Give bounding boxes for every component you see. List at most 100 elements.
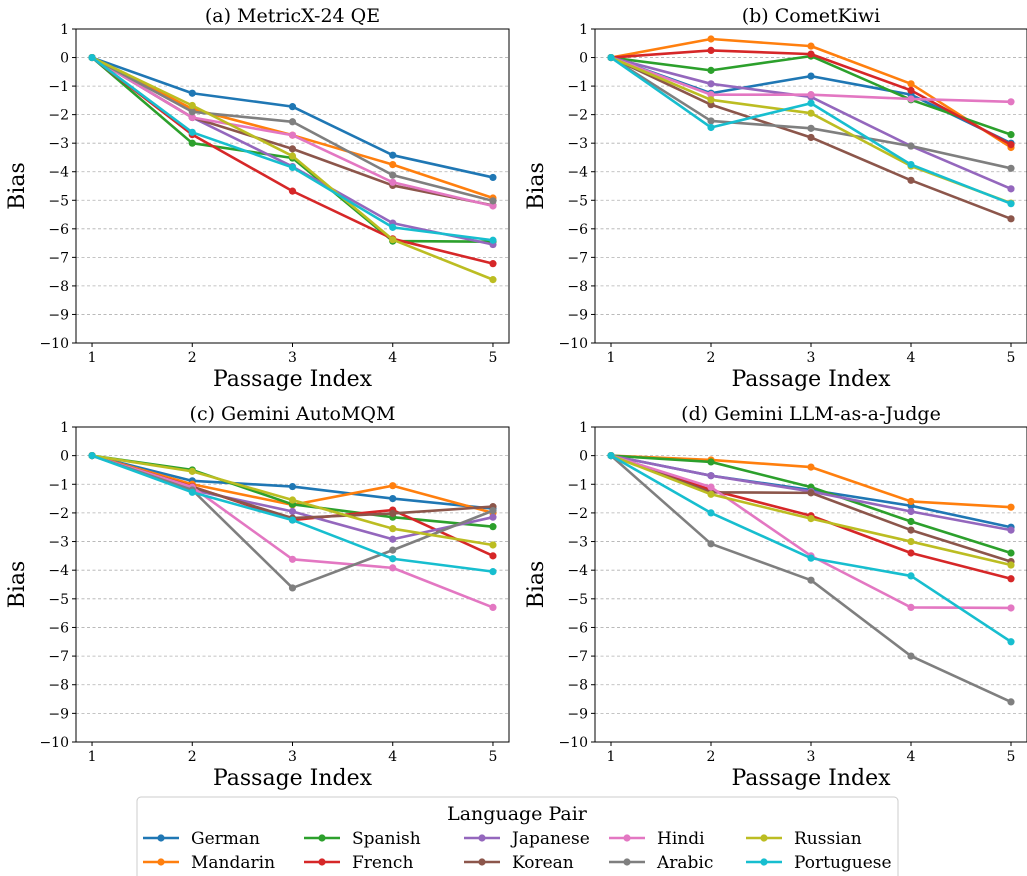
y-tick-label: −8 (567, 678, 588, 694)
legend-label: Mandarin (191, 853, 275, 873)
data-point-arabic (288, 118, 297, 126)
y-tick-label: −8 (567, 279, 588, 295)
y-tick-label: 0 (579, 449, 588, 465)
x-axis-label: Passage Index (731, 367, 891, 392)
data-point-russian (389, 236, 397, 244)
legend-label: Portuguese (794, 853, 892, 873)
y-tick-label: −4 (48, 563, 69, 579)
data-point-hindi (389, 178, 397, 186)
data-point-korean (807, 133, 815, 142)
data-point-russian (288, 496, 297, 504)
y-tick-label: −5 (567, 193, 588, 209)
data-point-arabic (389, 171, 397, 179)
data-point-spanish (489, 523, 497, 531)
data-point-japanese (707, 472, 715, 480)
data-point-german (389, 494, 397, 503)
x-tick-label: 1 (88, 350, 97, 366)
legend-label: Arabic (656, 853, 713, 873)
chart-panel-4: 1 0 −1 −2 −3 −4 −5 −6 −7 −8 −9 −10 1 2 3 4 5 (d) Gemini L… (524, 403, 1027, 791)
x-tick-label: 3 (288, 749, 297, 765)
y-tick-label: −5 (48, 193, 69, 209)
data-point-arabic (288, 584, 297, 592)
data-point-hindi (707, 483, 715, 491)
x-tick-label: 1 (607, 749, 616, 765)
legend: Language Pair German Mandarin Spanish French… (136, 796, 899, 876)
x-tick-label: 4 (907, 749, 916, 765)
data-point-portuguese (607, 53, 615, 62)
data-point-arabic (707, 117, 715, 125)
series-line-mandarin (610, 454, 1012, 509)
data-point-portuguese (188, 488, 196, 496)
x-tick-label: 2 (707, 350, 716, 366)
y-tick-label: 0 (60, 449, 69, 465)
chart-panel-1: 1 0 −1 −2 −3 −4 −5 −6 −7 −8 −9 −10 1 2 3 4 5 (a) MetricX-… (5, 5, 510, 392)
data-point-japanese (288, 507, 297, 516)
data-point-portuguese (489, 568, 497, 576)
y-tick-label: −3 (48, 535, 69, 551)
x-tick-label: 3 (807, 749, 816, 765)
legend-swatch-marker (623, 858, 631, 866)
y-tick-label: −10 (39, 336, 69, 352)
data-point-arabic (489, 507, 497, 515)
y-tick-label: −10 (558, 336, 588, 352)
y-tick-label: −3 (567, 535, 588, 551)
series-line-russian (610, 454, 1012, 567)
data-point-japanese (1007, 185, 1015, 193)
legend-swatch-marker (760, 858, 768, 866)
legend-item-german: German (143, 829, 260, 849)
data-point-russian (489, 541, 497, 549)
data-point-portuguese (489, 236, 497, 244)
data-point-russian (188, 101, 196, 110)
data-point-hindi (489, 202, 497, 210)
legend-label: Russian (794, 829, 862, 849)
data-point-german (807, 72, 815, 80)
data-point-arabic (1007, 164, 1015, 172)
data-point-japanese (389, 535, 397, 543)
data-point-hindi (389, 564, 397, 572)
data-point-hindi (288, 555, 297, 563)
legend-label: German (191, 829, 260, 849)
data-point-russian (807, 109, 815, 117)
data-point-french (807, 50, 815, 58)
y-tick-label: 1 (60, 22, 69, 38)
data-point-arabic (188, 108, 196, 116)
legend-item-portuguese: Portuguese (746, 853, 892, 873)
y-tick-label: 1 (579, 420, 588, 436)
data-point-japanese (707, 80, 715, 88)
legend-label: Japanese (510, 829, 590, 849)
legend-item-arabic: Arabic (609, 853, 713, 873)
data-point-russian (807, 515, 815, 523)
data-point-russian (707, 96, 715, 104)
data-point-mandarin (1007, 503, 1015, 511)
data-point-hindi (1007, 98, 1015, 106)
y-tick-label: −3 (567, 136, 588, 152)
data-point-portuguese (807, 554, 815, 562)
x-tick-label: 2 (188, 749, 197, 765)
legend-swatch-marker (478, 834, 486, 842)
y-tick-label: −4 (48, 165, 69, 181)
legend-swatch-marker (157, 858, 165, 866)
data-point-portuguese (88, 53, 96, 62)
y-tick-label: −6 (567, 620, 588, 636)
y-tick-label: −5 (48, 592, 69, 608)
legend-swatch-marker (760, 834, 768, 842)
data-point-portuguese (1007, 638, 1015, 646)
data-point-russian (1007, 561, 1015, 569)
x-tick-label: 5 (489, 350, 498, 366)
x-tick-label: 5 (1007, 350, 1016, 366)
data-point-german (188, 89, 196, 97)
data-point-korean (288, 145, 297, 153)
data-point-korean (907, 176, 915, 184)
chart-title: (c) Gemini AutoMQM (190, 403, 396, 425)
data-point-german (288, 103, 297, 111)
y-tick-label: −1 (48, 79, 69, 95)
legend-swatch-marker (478, 858, 486, 866)
data-point-japanese (489, 513, 497, 521)
data-point-arabic (907, 142, 915, 150)
data-point-mandarin (707, 35, 715, 43)
y-tick-label: −9 (567, 307, 588, 323)
data-point-arabic (707, 540, 715, 548)
data-point-korean (1007, 215, 1015, 223)
data-point-portuguese (907, 160, 915, 169)
